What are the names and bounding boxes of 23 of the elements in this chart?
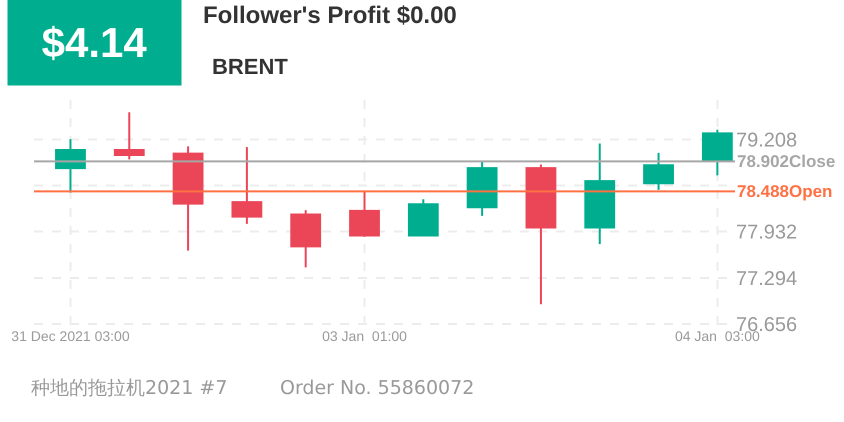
ref-line-label: 78.488Open — [737, 182, 832, 201]
y-tick-label: 79.208 — [736, 129, 798, 152]
x-tick-label: 31 Dec 2021 03:00 — [11, 328, 130, 344]
candlestick — [408, 198, 439, 236]
candlestick — [114, 111, 145, 160]
candlestick — [290, 209, 322, 268]
x-tick-label: 03 Jan 01:00 — [322, 328, 408, 344]
candlestick — [702, 128, 733, 176]
text: $4.14 — [42, 19, 148, 66]
candlestick — [466, 160, 498, 217]
y-tick-label: 77.932 — [736, 222, 798, 244]
candlestick — [526, 163, 556, 306]
candlestick — [643, 152, 674, 191]
candlestick — [349, 190, 380, 238]
ref-line-label: 78.902Close — [737, 152, 836, 171]
candlestick — [584, 142, 616, 246]
text: Order No. 55860072 — [280, 377, 474, 399]
candlestick — [231, 146, 262, 225]
chart-subtitle: BRENT — [212, 54, 288, 79]
y-tick-label: 77.294 — [736, 268, 798, 290]
chart-title: Follower's Profit $0.00 — [203, 2, 457, 29]
text: 种地的拖拉机2021 #7 — [31, 377, 228, 399]
candlestick — [172, 145, 204, 252]
